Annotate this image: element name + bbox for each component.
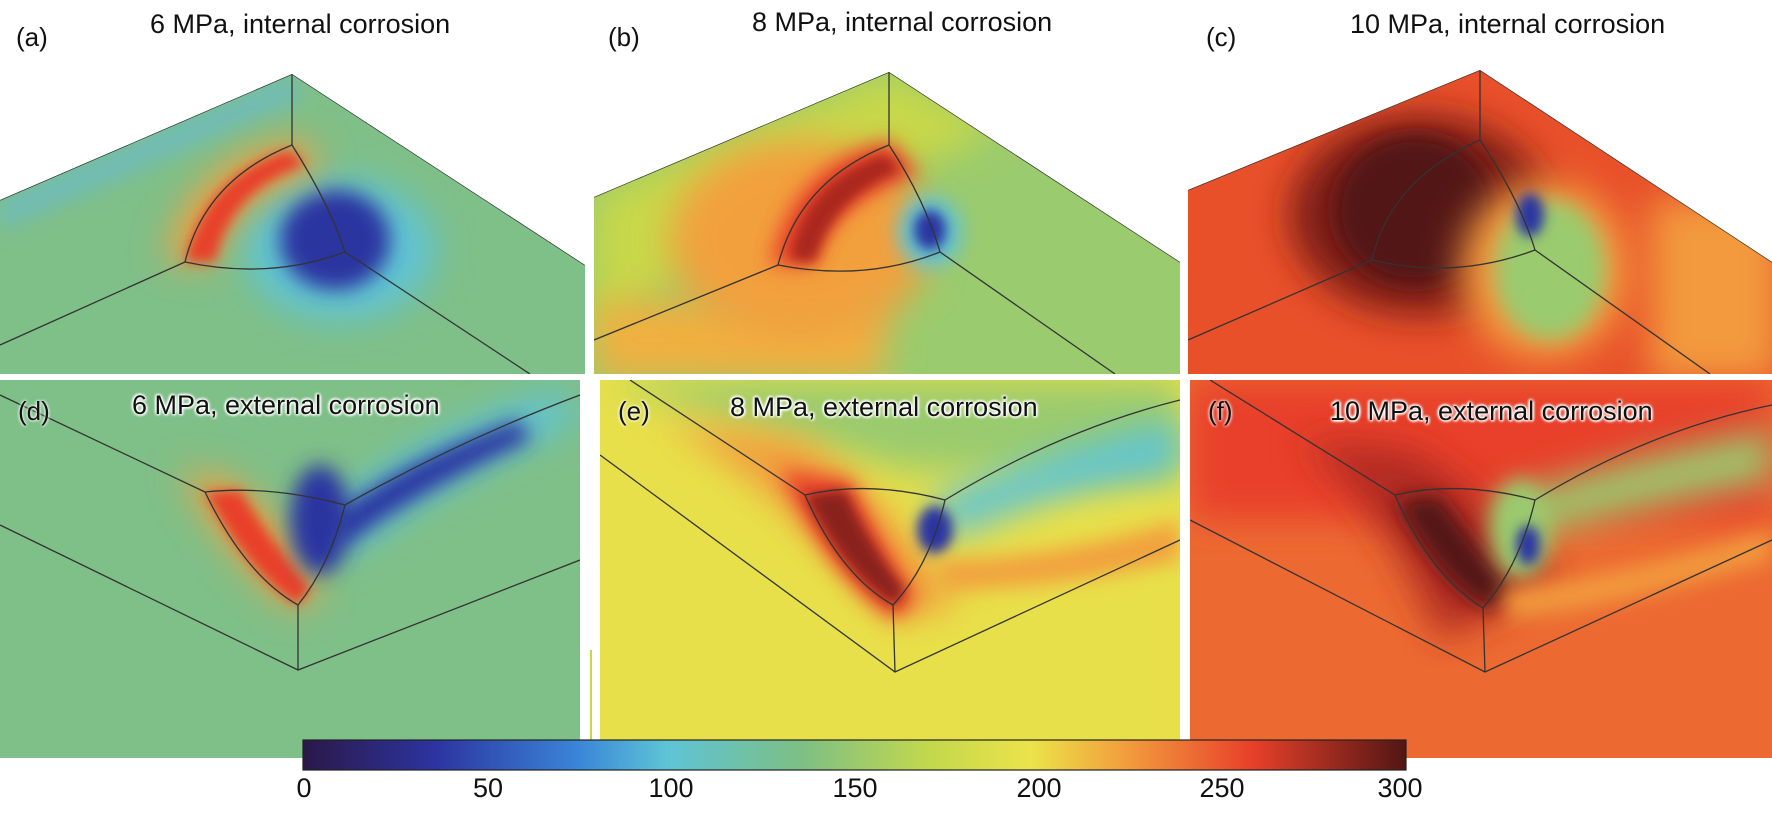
panel-label-f: (f) xyxy=(1208,396,1233,426)
colorbar-tick-150: 150 xyxy=(832,773,878,803)
contour-panel-f xyxy=(1190,380,1772,758)
colorbar-tick-200: 200 xyxy=(1016,773,1062,803)
panel-label-a: (a) xyxy=(16,22,48,52)
panel-title-b: 8 MPa, internal corrosion xyxy=(752,7,1053,37)
colorbar-tick-250: 250 xyxy=(1199,773,1245,803)
panel-title-f: 10 MPa, external corrosion xyxy=(1330,396,1653,426)
panel-label-c: (c) xyxy=(1206,22,1237,52)
panel-label-b: (b) xyxy=(608,22,640,52)
mesh-lines-c xyxy=(1188,70,1772,374)
panel-title-c: 10 MPa, internal corrosion xyxy=(1350,9,1666,39)
panel-title-e: 8 MPa, external corrosion xyxy=(730,392,1038,422)
panel-title-d: 6 MPa, external corrosion xyxy=(132,390,440,420)
contour-panel-a xyxy=(0,74,585,374)
contour-panel-b xyxy=(594,72,1180,374)
colorbar-tick-0: 0 xyxy=(296,773,312,803)
panel-title-a: 6 MPa, internal corrosion xyxy=(150,9,451,39)
colorbar-tick-50: 50 xyxy=(472,773,504,803)
mesh-lines-f xyxy=(1190,380,1772,673)
panel-label-e: (e) xyxy=(618,396,650,426)
panel-label-d: (d) xyxy=(18,396,50,426)
colorbar-tick-300: 300 xyxy=(1377,773,1423,803)
contour-panel-e xyxy=(600,380,1180,758)
colorbar-tick-100: 100 xyxy=(648,773,694,803)
mesh-lines-d xyxy=(0,394,580,671)
contour-panel-d xyxy=(0,380,580,758)
panel-separators xyxy=(0,374,1772,760)
colorbar xyxy=(302,739,1407,771)
mesh-lines-e xyxy=(600,380,1180,673)
